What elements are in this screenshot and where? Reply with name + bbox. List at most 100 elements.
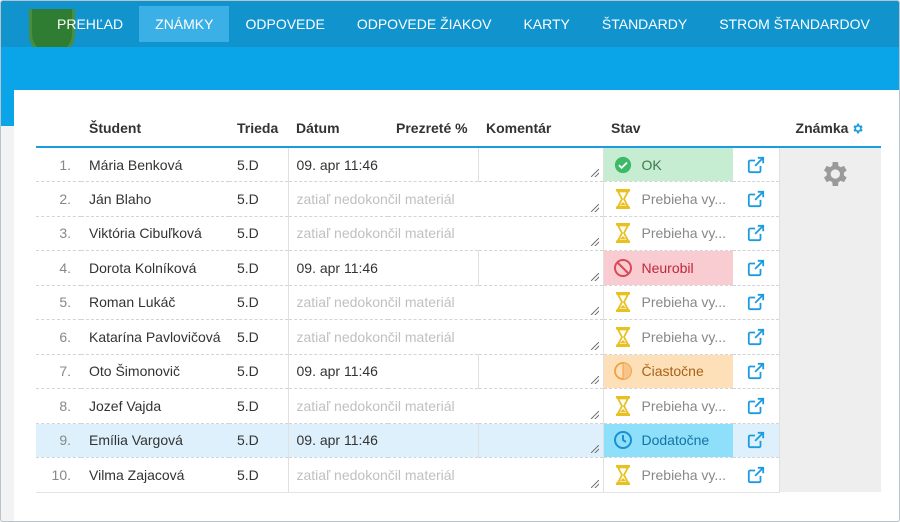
status-cell[interactable]: Prebieha vy...: [603, 457, 733, 493]
status-cell[interactable]: Prebieha vy...: [603, 388, 733, 424]
student-name: Katarína Pavlovičová: [81, 319, 229, 355]
status-label: Prebieha vy...: [641, 397, 727, 414]
nav-item-3[interactable]: ODPOVEDE: [245, 16, 325, 32]
resize-handle-icon[interactable]: [590, 410, 599, 419]
table-row[interactable]: 9. Emília Vargová 5.D 09. apr 11:46 Dodatočn…: [36, 423, 881, 458]
completion-date: zatiaľ nedokončil materiál: [287, 319, 478, 355]
open-detail-button[interactable]: [733, 285, 780, 320]
open-detail-button[interactable]: [733, 457, 780, 493]
external-link-icon: [747, 156, 765, 174]
status-label: Prebieha vy...: [641, 190, 727, 207]
open-detail-button[interactable]: [733, 216, 780, 251]
col-header-comment: Komentár: [478, 110, 603, 148]
comment-field[interactable]: [478, 147, 604, 182]
nav-item-1[interactable]: PREHĽAD: [57, 16, 124, 32]
row-number: 4.: [36, 250, 81, 286]
student-class: 5.D: [229, 285, 288, 320]
open-detail-button[interactable]: [733, 181, 780, 217]
status-label: Dodatočne: [641, 432, 710, 449]
col-header-viewed[interactable]: Prezreté %: [388, 110, 478, 148]
nav-item-6[interactable]: ŠTANDARDY: [601, 16, 688, 32]
completion-date: 09. apr 11:46: [287, 250, 388, 286]
external-link-icon: [747, 397, 765, 415]
row-number: 6.: [36, 319, 81, 355]
resize-handle-icon[interactable]: [590, 341, 599, 350]
student-name: Vilma Zajacová: [81, 457, 229, 493]
gear-icon[interactable]: [818, 158, 850, 193]
status-cell[interactable]: Neurobil: [603, 250, 733, 286]
nav-menu: PREHĽAD ZNÁMKY ODPOVEDE ODPOVEDE ŽIAKOV KART…: [41, 6, 886, 42]
row-number: 1.: [36, 147, 81, 182]
external-link-icon: [747, 328, 765, 346]
resize-handle-icon[interactable]: [590, 445, 599, 453]
comment-field[interactable]: [478, 457, 604, 493]
resize-handle-icon[interactable]: [590, 307, 599, 315]
open-detail-button[interactable]: [733, 388, 780, 424]
open-detail-button[interactable]: [733, 250, 780, 286]
completion-date: 09. apr 11:46: [287, 354, 388, 389]
student-name: Dorota Kolníková: [81, 250, 229, 286]
viewed-percent: [388, 250, 479, 286]
hourglass-icon: [612, 326, 634, 348]
partial-circle-icon: [612, 361, 634, 381]
comment-field[interactable]: [478, 423, 604, 458]
completion-date: zatiaľ nedokončil materiál: [287, 285, 478, 320]
grade-settings-small-icon[interactable]: [851, 122, 864, 135]
resize-handle-icon[interactable]: [590, 376, 599, 384]
external-link-icon: [747, 293, 765, 311]
status-cell[interactable]: Prebieha vy...: [603, 319, 733, 355]
external-link-icon: [747, 190, 765, 208]
open-detail-button[interactable]: [733, 354, 780, 389]
col-header-student[interactable]: Študent: [81, 110, 229, 148]
viewed-percent: [388, 423, 479, 458]
resize-handle-icon[interactable]: [590, 238, 599, 246]
col-header-class[interactable]: Trieda: [229, 110, 288, 148]
table-row[interactable]: 5. Roman Lukáč 5.D zatiaľ nedokončil materi…: [36, 285, 881, 320]
nav-item-4[interactable]: ODPOVEDE ŽIAKOV: [356, 16, 492, 32]
comment-field[interactable]: [478, 250, 604, 286]
comment-field[interactable]: [478, 181, 604, 217]
hourglass-icon: [612, 395, 634, 417]
open-detail-button[interactable]: [733, 319, 780, 355]
open-detail-button[interactable]: [733, 423, 780, 458]
external-link-icon: [747, 362, 765, 380]
student-class: 5.D: [229, 216, 288, 251]
table-row[interactable]: 6. Katarína Pavlovičová 5.D zatiaľ nedokonč…: [36, 319, 881, 355]
status-cell[interactable]: Prebieha vy...: [603, 216, 733, 251]
table-row[interactable]: 2. Ján Blaho 5.D zatiaľ nedokončil materiál…: [36, 181, 881, 217]
col-header-date[interactable]: Dátum: [288, 110, 388, 148]
table-row[interactable]: 4. Dorota Kolníková 5.D 09. apr 11:46 Neurob…: [36, 250, 881, 286]
resize-handle-icon[interactable]: [590, 272, 599, 281]
student-class: 5.D: [229, 147, 288, 182]
status-cell[interactable]: Prebieha vy...: [603, 181, 733, 217]
row-number: 5.: [36, 285, 81, 320]
status-cell[interactable]: Čiastočne: [603, 354, 733, 389]
comment-field[interactable]: [478, 319, 604, 355]
col-header-status[interactable]: Stav: [603, 110, 733, 148]
comment-field[interactable]: [478, 388, 604, 424]
nav-item-7[interactable]: STROM ŠTANDARDOV: [719, 16, 870, 32]
status-cell[interactable]: Prebieha vy...: [603, 285, 733, 320]
completion-date: zatiaľ nedokončil materiál: [287, 457, 478, 493]
status-cell[interactable]: OK: [603, 147, 733, 182]
resize-handle-icon[interactable]: [590, 169, 599, 177]
comment-field[interactable]: [478, 285, 604, 320]
resize-handle-icon[interactable]: [590, 479, 599, 488]
table-row[interactable]: 1. Mária Benková 5.D 09. apr 11:46 OK: [36, 147, 881, 492]
hourglass-icon: [612, 222, 634, 244]
comment-field[interactable]: [478, 354, 604, 389]
comment-field[interactable]: [478, 216, 604, 251]
row-number: 9.: [36, 423, 81, 458]
open-detail-button[interactable]: [733, 147, 780, 182]
table-header-row: Študent Trieda Dátum Prezreté % Komentár…: [36, 110, 881, 148]
resize-handle-icon[interactable]: [590, 203, 599, 212]
table-row[interactable]: 7. Oto Šimonovič 5.D 09. apr 11:46 Čiastočne: [36, 354, 881, 389]
nav-item-5[interactable]: KARTY: [523, 16, 570, 32]
external-link-icon: [747, 431, 765, 449]
hourglass-icon: [612, 188, 634, 210]
status-cell[interactable]: Dodatočne: [603, 423, 733, 458]
table-row[interactable]: 10. Vilma Zajacová 5.D zatiaľ nedokončil ma…: [36, 457, 881, 493]
table-row[interactable]: 8. Jozef Vajda 5.D zatiaľ nedokončil materi…: [36, 388, 881, 424]
table-row[interactable]: 3. Viktória Cibuľková 5.D zatiaľ nedokončil…: [36, 216, 881, 251]
nav-item-2[interactable]: ZNÁMKY: [139, 6, 230, 42]
